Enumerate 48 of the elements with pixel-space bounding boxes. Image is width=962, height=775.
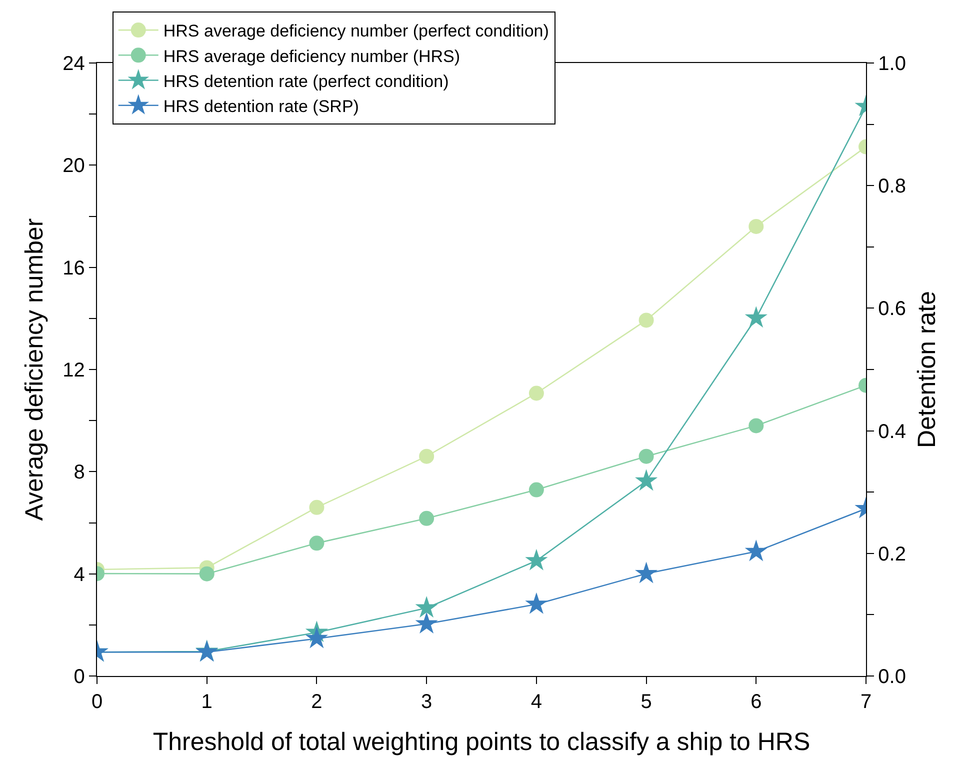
legend-label: HRS average deficiency number (HRS) — [163, 46, 460, 66]
y-tick-label: 8 — [74, 462, 85, 484]
legend-label: HRS detention rate (perfect condition) — [163, 72, 449, 91]
y-tick-label: 16 — [62, 257, 85, 280]
y2-tick-label: 0.4 — [878, 420, 906, 443]
point — [634, 469, 658, 491]
x-tick-label: 3 — [421, 691, 432, 714]
point — [415, 612, 438, 634]
point — [744, 540, 768, 562]
point — [419, 510, 434, 526]
point — [528, 482, 544, 498]
point — [748, 218, 764, 234]
y-axis-title: Average deficiency number — [20, 218, 48, 521]
point — [419, 448, 434, 464]
y-tick-label: 4 — [74, 564, 85, 586]
y-tick-label: 24 — [62, 53, 85, 75]
point — [638, 312, 654, 328]
legend-label: HRS detention rate (SRP) — [163, 96, 359, 116]
point — [525, 592, 548, 614]
x-tick-label: 4 — [530, 691, 542, 714]
point — [309, 500, 324, 515]
point — [525, 548, 548, 570]
y2-tick-label: 0.2 — [878, 543, 906, 566]
x-tick-label: 5 — [640, 691, 652, 714]
x-tick-label: 2 — [311, 691, 322, 714]
point — [415, 596, 438, 618]
y2-tick-label: 0.6 — [878, 298, 906, 320]
x-tick-label: 1 — [201, 691, 212, 714]
point — [744, 306, 768, 328]
point — [199, 566, 214, 582]
x-tick-label: 0 — [91, 691, 103, 714]
y2-tick-label: 1.0 — [878, 53, 906, 75]
point — [634, 562, 658, 584]
point — [638, 448, 654, 464]
legend-label: HRS average deficiency number (perfect condition) — [163, 22, 549, 41]
y-tick-label: 0 — [74, 666, 85, 688]
y2-axis-title: Detention rate — [912, 290, 941, 448]
y2-tick-label: 0.8 — [878, 176, 906, 198]
y-tick-label: 12 — [62, 360, 85, 382]
point — [309, 536, 324, 551]
point — [305, 626, 328, 648]
y-tick-label: 20 — [62, 155, 85, 178]
x-tick-label: 7 — [860, 691, 872, 714]
point — [748, 418, 764, 434]
x-tick-label: 6 — [750, 691, 762, 714]
x-axis-title: Threshold of total weighting points to classify a ship to HRS — [152, 728, 810, 756]
y2-tick-label: 0.0 — [878, 666, 906, 688]
point — [528, 386, 544, 401]
